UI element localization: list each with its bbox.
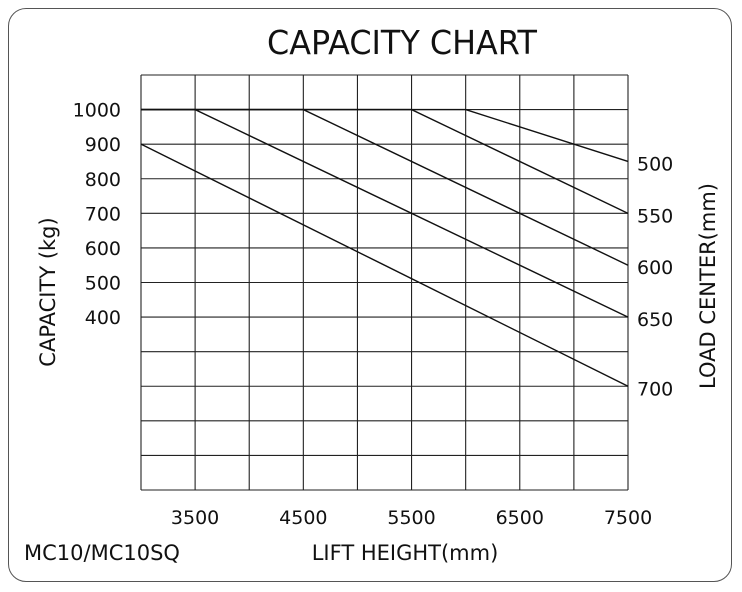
y-tick-label: 900 [85,134,121,156]
series-line-500 [141,108,629,163]
chart-frame [8,8,732,582]
series-line-650 [141,108,629,318]
y-tick-label: 400 [85,307,121,329]
x-tick-label: 5500 [387,507,435,529]
load-center-label: 600 [637,257,673,279]
y-tick-labels: 1000 900 800 700 600 500 400 [73,100,121,330]
series-line-600 [141,108,629,266]
series-line-550 [141,108,629,214]
x-tick-label: 3500 [171,507,219,529]
y-tick-label: 500 [85,273,121,295]
load-center-label: 500 [637,153,673,175]
x-tick-label: 7500 [604,507,652,529]
load-center-label: 650 [637,309,673,331]
load-center-label: 700 [637,378,673,400]
x-axis-label: LIFT HEIGHT(mm) [312,541,499,565]
y-tick-label: 1000 [73,100,121,122]
x-tick-labels: 3500 4500 5500 6500 7500 [171,507,652,529]
y-axis-label: CAPACITY (kg) [36,217,60,366]
x-tick-label: 6500 [496,507,544,529]
model-label: MC10/MC10SQ [24,541,180,565]
x-tick-label: 4500 [279,507,327,529]
y-tick-label: 800 [85,169,121,191]
series-line-700 [140,143,629,387]
y2-axis-label: LOAD CENTER(mm) [696,183,720,389]
series-lines [140,108,629,387]
y-tick-label: 600 [85,238,121,260]
chart-title: CAPACITY CHART [267,23,538,62]
y-tick-label: 700 [85,203,121,225]
load-center-label: 550 [637,205,673,227]
load-center-labels: 500 550 600 650 700 [637,153,673,400]
